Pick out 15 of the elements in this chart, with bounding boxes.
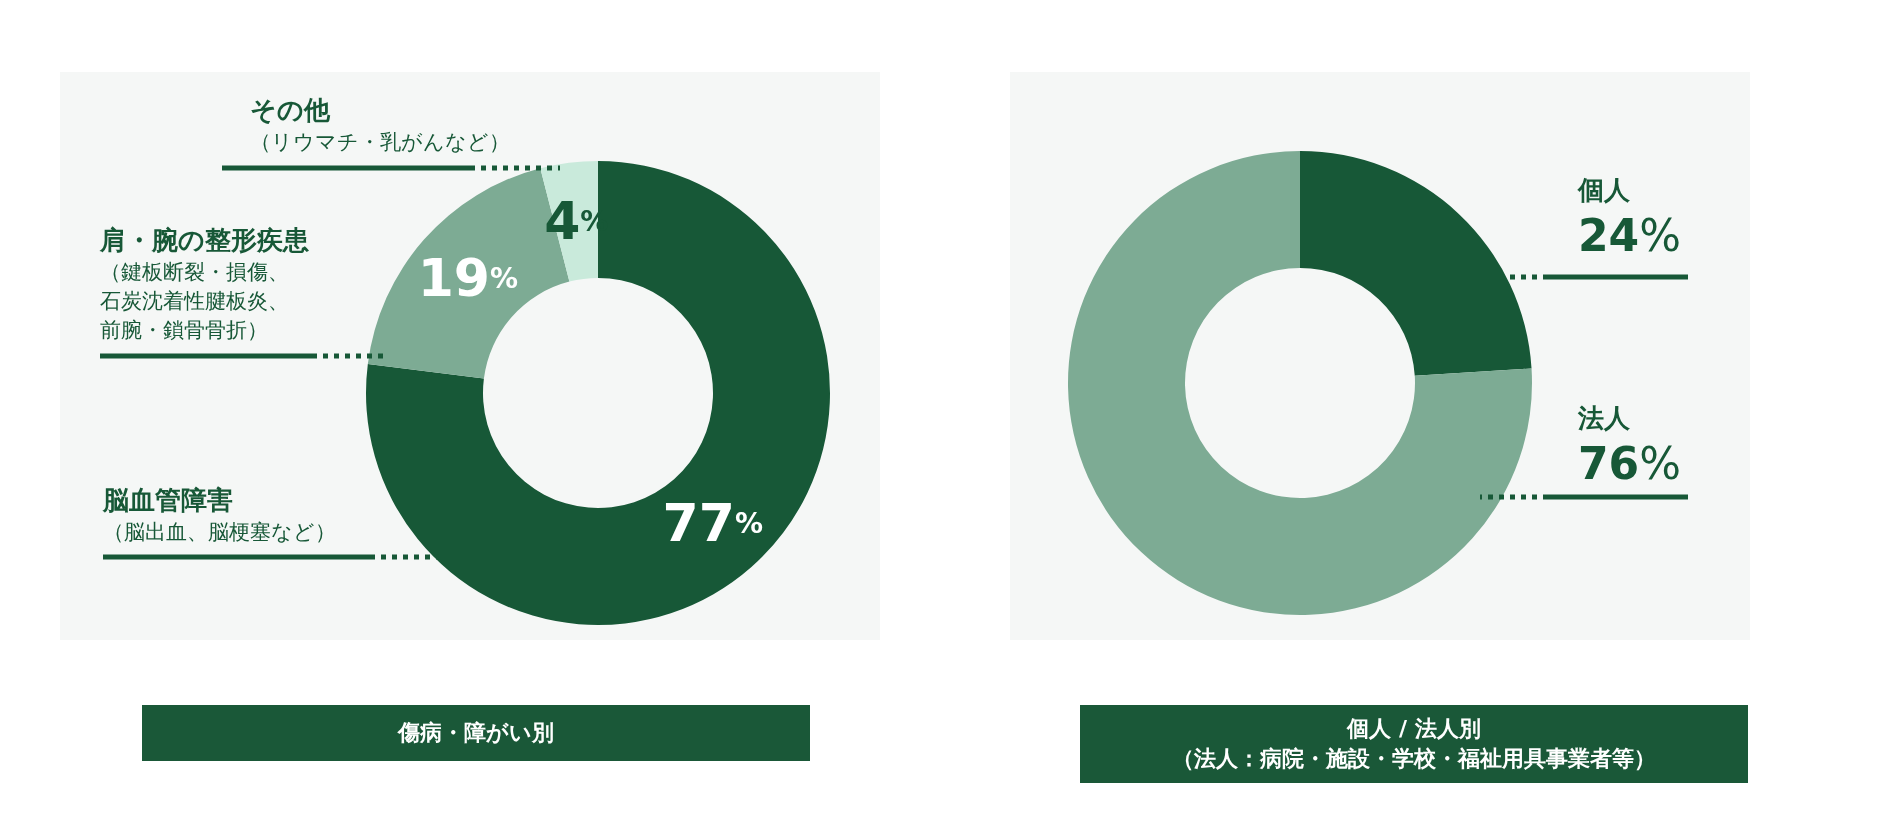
- data-label: 76%: [1578, 437, 1682, 491]
- slice-label: その他（リウマチ・乳がんなど）: [250, 94, 510, 156]
- text: 個人 / 法人別: [1347, 715, 1481, 743]
- text: 傷病・障がい別: [398, 719, 554, 747]
- donut-slice: [1068, 151, 1532, 615]
- slice-label: 個人: [1578, 174, 1631, 207]
- data-label: 19%: [417, 248, 519, 309]
- donut-slice: [1300, 151, 1532, 376]
- slice-label: 法人: [1578, 402, 1631, 435]
- data-label: 77%: [662, 493, 763, 554]
- donut-slice: [366, 161, 830, 625]
- slice-label: 脳血管障害（脳出血、脳梗塞など）: [103, 484, 336, 546]
- text: （法人：病院・施設・学校・福祉用具事業者等）: [1172, 745, 1656, 773]
- data-label: 24%: [1578, 209, 1682, 263]
- slice-label: 肩・腕の整形疾患（鍵板断裂・損傷、石炭沈着性腱板炎、前腕・鎖骨骨折）: [100, 224, 309, 344]
